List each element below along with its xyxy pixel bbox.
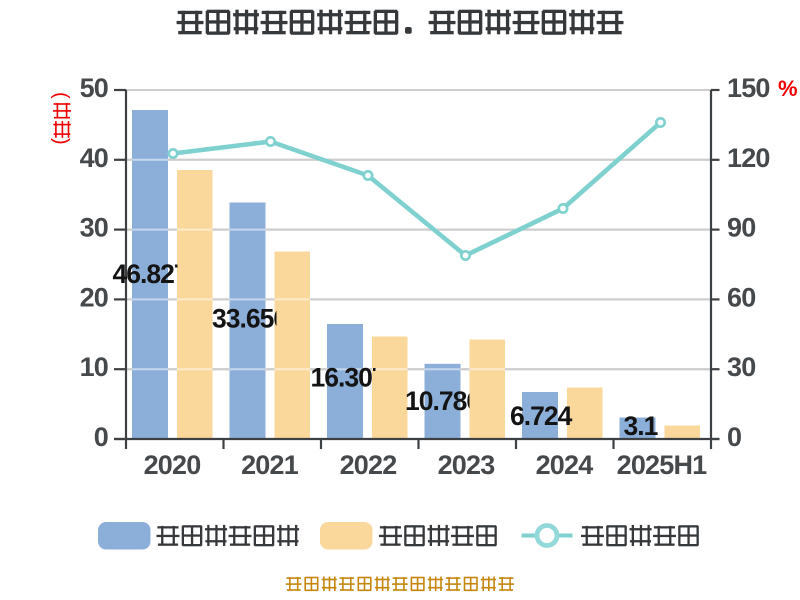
svg-text:20: 20	[80, 282, 108, 312]
svg-text:6.724: 6.724	[510, 401, 573, 431]
svg-text:10.786: 10.786	[405, 386, 480, 416]
svg-text:10: 10	[80, 352, 108, 382]
svg-text:2022: 2022	[340, 450, 397, 480]
svg-text:0: 0	[727, 422, 741, 452]
svg-text:(: (	[50, 92, 72, 99]
svg-text:60: 60	[727, 282, 755, 312]
svg-text:2023: 2023	[438, 450, 496, 480]
svg-text:120: 120	[727, 143, 770, 173]
svg-text:2021: 2021	[241, 450, 299, 480]
svg-text:2025H1: 2025H1	[617, 450, 708, 480]
svg-text:2020: 2020	[144, 450, 201, 480]
svg-text:30: 30	[80, 213, 108, 243]
svg-text:30: 30	[727, 352, 755, 382]
svg-text:50: 50	[80, 73, 108, 103]
svg-text:%: %	[778, 76, 798, 101]
svg-text:46.827: 46.827	[113, 259, 188, 289]
svg-text:40: 40	[80, 143, 108, 173]
svg-text:3.1: 3.1	[624, 411, 658, 441]
svg-text:): )	[50, 138, 72, 145]
svg-text:2024: 2024	[536, 450, 594, 480]
svg-text:33.656: 33.656	[212, 304, 287, 334]
svg-text:16.307: 16.307	[311, 363, 386, 393]
svg-text:90: 90	[727, 213, 755, 243]
svg-text:150: 150	[727, 73, 770, 103]
svg-text:0: 0	[94, 422, 108, 452]
